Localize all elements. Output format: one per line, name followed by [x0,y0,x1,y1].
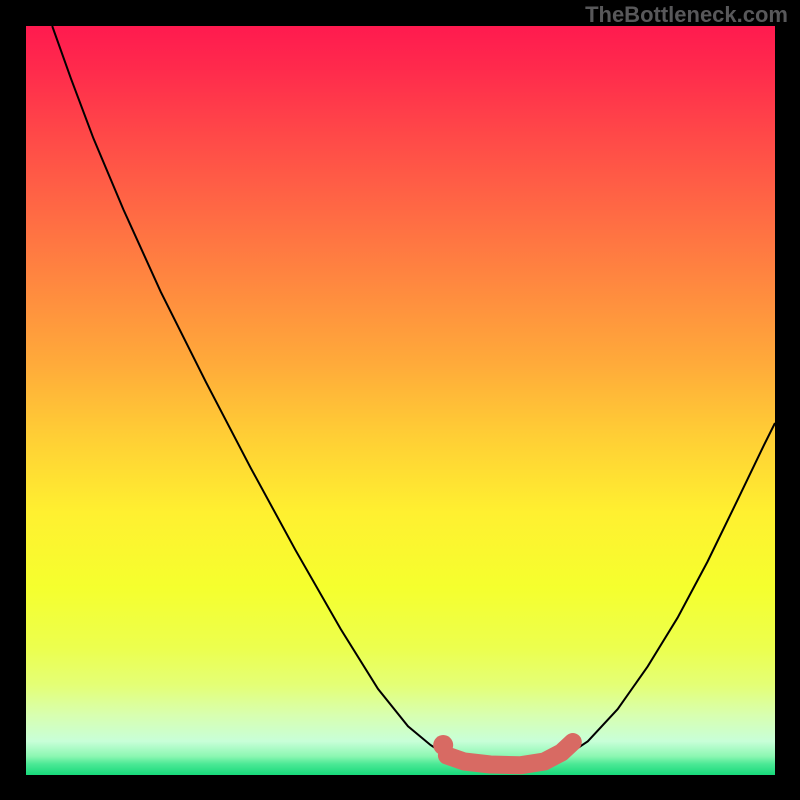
chart-container: TheBottleneck.com [0,0,800,800]
plot-background-gradient [26,26,775,775]
watermark-text: TheBottleneck.com [585,2,788,28]
highlight-dot [433,735,453,755]
bottleneck-chart [0,0,800,800]
